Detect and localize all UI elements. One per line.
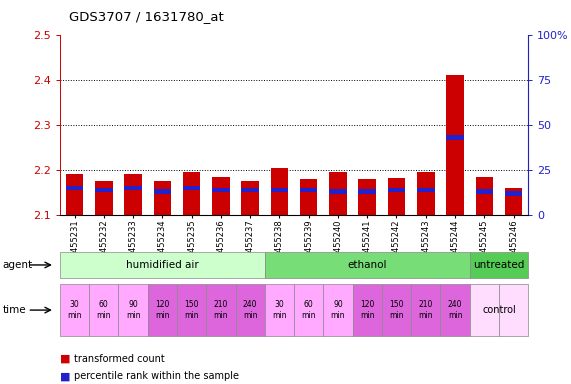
Text: agent: agent xyxy=(3,260,33,270)
Text: ■: ■ xyxy=(60,354,70,364)
Text: 210
min: 210 min xyxy=(214,300,228,320)
Text: transformed count: transformed count xyxy=(74,354,165,364)
Bar xyxy=(95,181,112,215)
Bar xyxy=(447,135,464,140)
Bar xyxy=(95,187,112,192)
Text: percentile rank within the sample: percentile rank within the sample xyxy=(74,371,239,381)
Bar xyxy=(359,189,376,194)
Bar xyxy=(124,174,142,215)
Text: 150
min: 150 min xyxy=(184,300,199,320)
Text: 60
min: 60 min xyxy=(301,300,316,320)
Text: ■: ■ xyxy=(60,371,70,381)
Bar xyxy=(212,187,230,192)
Bar xyxy=(476,189,493,194)
Text: untreated: untreated xyxy=(473,260,525,270)
Bar xyxy=(183,186,200,190)
Text: 120
min: 120 min xyxy=(155,300,170,320)
Bar xyxy=(505,191,522,195)
Bar xyxy=(388,177,405,215)
Text: 120
min: 120 min xyxy=(360,300,375,320)
Bar xyxy=(66,174,83,215)
Bar xyxy=(154,189,171,194)
Text: control: control xyxy=(482,305,516,315)
Bar xyxy=(359,179,376,215)
Bar xyxy=(66,186,83,190)
Bar xyxy=(388,187,405,192)
Text: ethanol: ethanol xyxy=(348,260,387,270)
Text: 30
min: 30 min xyxy=(272,300,287,320)
Bar xyxy=(242,181,259,215)
Bar xyxy=(271,187,288,192)
Bar xyxy=(417,187,435,192)
Text: GDS3707 / 1631780_at: GDS3707 / 1631780_at xyxy=(69,10,223,23)
Bar xyxy=(271,168,288,215)
Bar xyxy=(154,181,171,215)
Text: 60
min: 60 min xyxy=(96,300,111,320)
Text: 240
min: 240 min xyxy=(243,300,258,320)
Bar xyxy=(300,187,317,192)
Bar xyxy=(183,172,200,215)
Bar xyxy=(329,172,347,215)
Text: 240
min: 240 min xyxy=(448,300,463,320)
Text: time: time xyxy=(3,305,26,315)
Bar xyxy=(476,177,493,215)
Text: 210
min: 210 min xyxy=(419,300,433,320)
Bar xyxy=(124,186,142,190)
Text: humidified air: humidified air xyxy=(126,260,199,270)
Bar xyxy=(417,172,435,215)
Bar xyxy=(212,177,230,215)
Bar xyxy=(447,75,464,215)
Text: 150
min: 150 min xyxy=(389,300,404,320)
Text: 90
min: 90 min xyxy=(331,300,345,320)
Bar xyxy=(505,188,522,215)
Bar xyxy=(329,189,347,194)
Bar xyxy=(300,179,317,215)
Text: 30
min: 30 min xyxy=(67,300,82,320)
Text: 90
min: 90 min xyxy=(126,300,140,320)
Bar xyxy=(242,187,259,192)
